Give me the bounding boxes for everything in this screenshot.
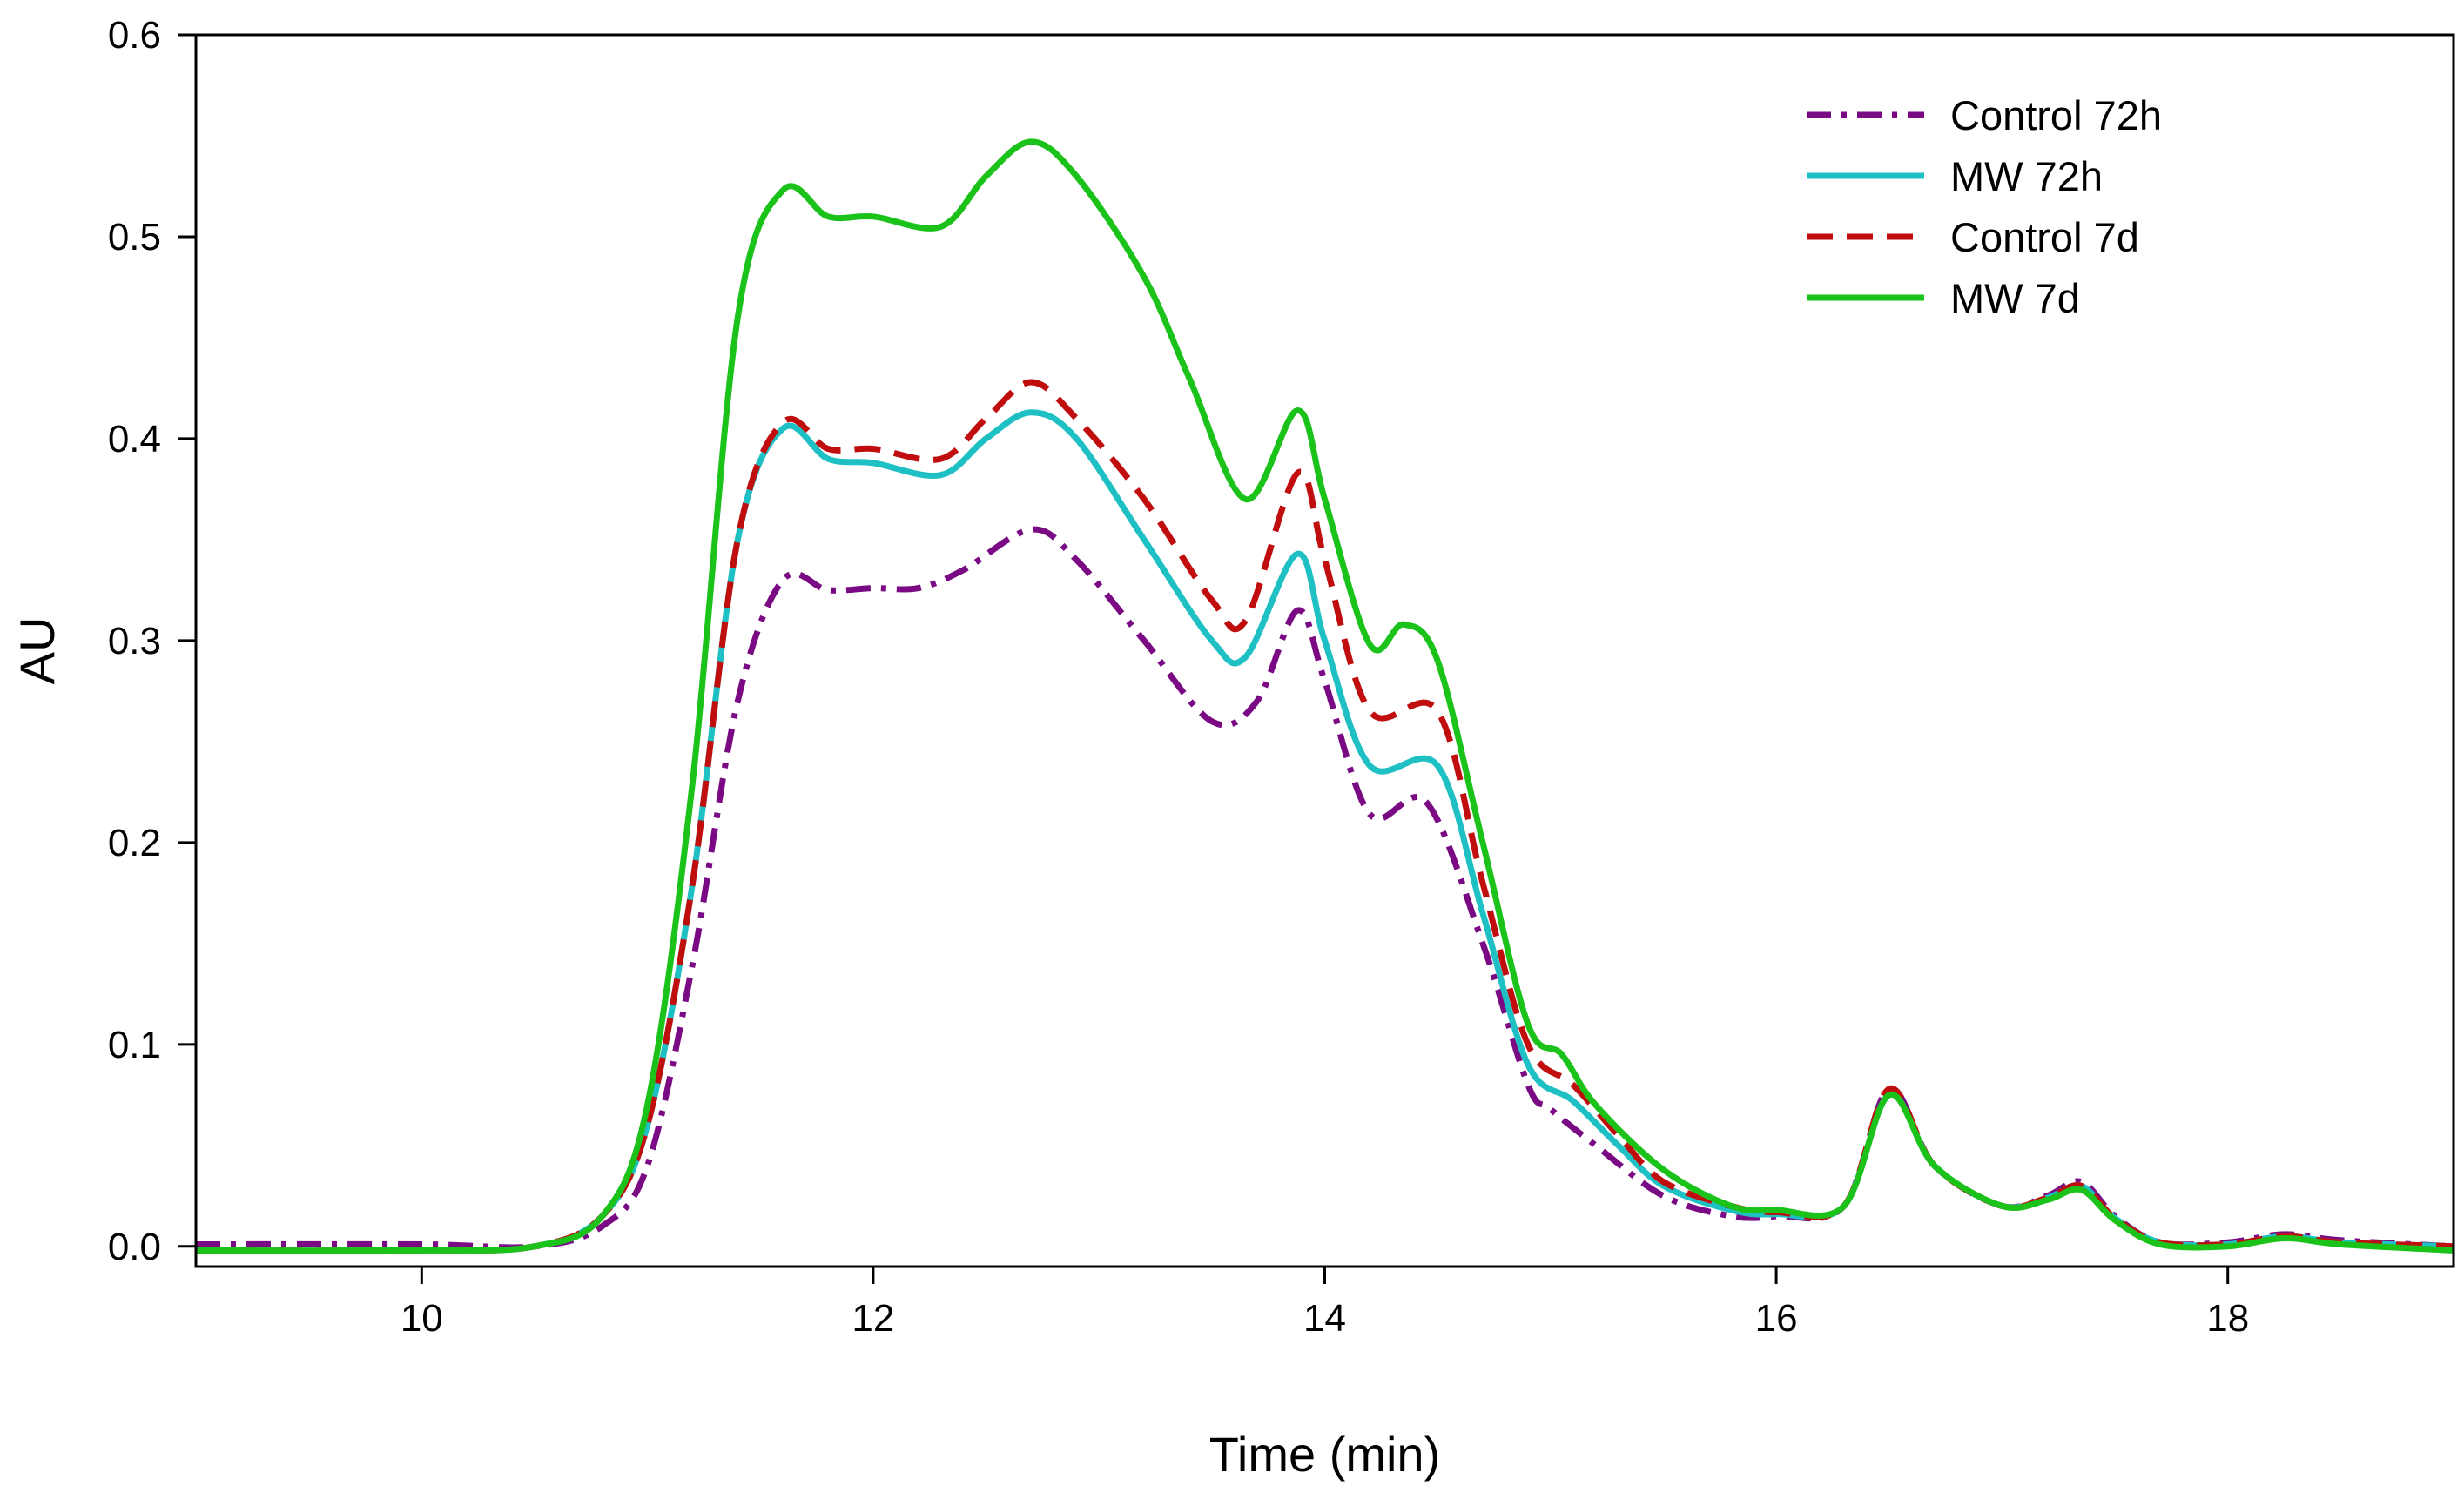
x-axis-title: Time (min) <box>1209 1427 1440 1482</box>
y-tick-label: 0.0 <box>108 1226 161 1268</box>
series-line-mw-72h <box>195 409 2454 1254</box>
y-tick-label: 0.4 <box>108 418 161 460</box>
x-tick-label: 12 <box>852 1297 894 1340</box>
y-tick-label: 0.3 <box>108 620 161 662</box>
y-tick-label: 0.2 <box>108 822 161 864</box>
x-tick-label: 14 <box>1303 1297 1346 1340</box>
y-tick-label: 0.5 <box>108 216 161 259</box>
y-axis: 0.0 0.1 0.2 0.3 0.4 0.5 0.6 <box>108 14 196 1268</box>
plot-lines <box>195 138 2454 1254</box>
y-axis-title: AU <box>10 617 64 685</box>
legend: Control 72h MW 72h Control 7d MW 7d <box>1807 92 2162 321</box>
y-tick-label: 0.1 <box>108 1024 161 1066</box>
legend-label-control-72h: Control 72h <box>1950 92 2162 138</box>
x-tick-label: 10 <box>401 1297 443 1340</box>
series-line-mw-7d <box>195 138 2454 1254</box>
y-tick-label: 0.6 <box>108 14 161 57</box>
x-tick-label: 18 <box>2206 1297 2249 1340</box>
legend-label-mw-72h: MW 72h <box>1950 153 2103 199</box>
x-tick-label: 16 <box>1755 1297 1798 1340</box>
series-line-control-7d <box>195 379 2454 1254</box>
x-axis: 10 12 14 16 18 <box>401 1267 2249 1340</box>
legend-label-control-7d: Control 7d <box>1950 214 2139 260</box>
legend-label-mw-7d: MW 7d <box>1950 275 2080 321</box>
